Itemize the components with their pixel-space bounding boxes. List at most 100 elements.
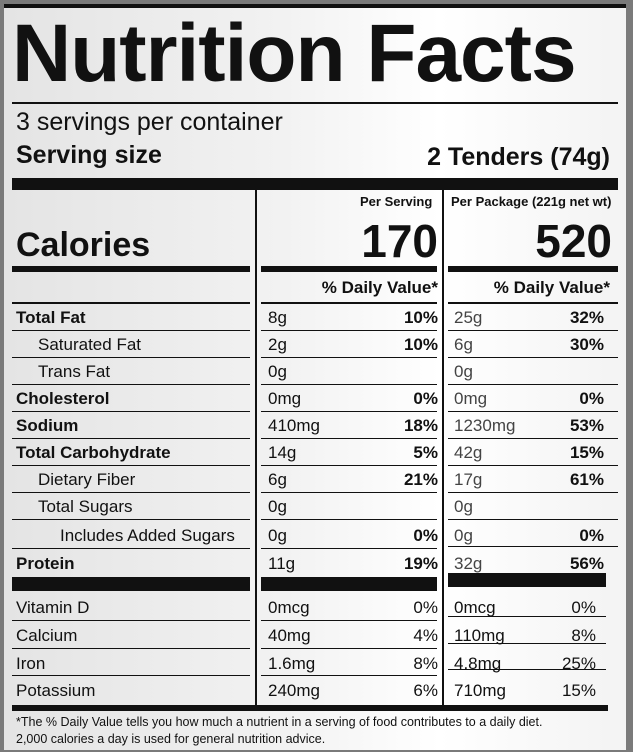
row-divider xyxy=(12,465,250,466)
package-dv: 61% xyxy=(569,470,604,489)
row-divider xyxy=(448,465,618,466)
column-divider-left xyxy=(255,190,257,710)
package-dv: 0% xyxy=(571,598,596,617)
nutrient-name: Total Carbohydrate xyxy=(16,443,171,462)
row-divider xyxy=(12,519,250,520)
row-divider xyxy=(261,519,437,520)
nutrient-name: Cholesterol xyxy=(16,389,110,408)
servings-per-container: 3 servings per container xyxy=(16,108,283,136)
nutrient-name: Includes Added Sugars xyxy=(60,526,235,545)
serving-dv: 21% xyxy=(403,470,438,489)
footnote-line-1: *The % Daily Value tells you how much a … xyxy=(16,715,543,729)
vitamin-row: Vitamin D 0mcg 0% 0mcg 0% xyxy=(4,594,626,621)
package-dv: 0% xyxy=(579,526,604,545)
row-divider xyxy=(448,411,618,412)
serving-dv: 5% xyxy=(413,443,438,462)
package-amount: 32g xyxy=(454,554,483,573)
serving-amount: 0mg xyxy=(268,389,302,408)
serving-dv: 0% xyxy=(413,526,438,545)
package-amount: 1230mg xyxy=(454,416,516,435)
serving-amount: 2g xyxy=(268,335,287,354)
row-divider xyxy=(448,330,618,331)
package-amount: 0g xyxy=(454,526,473,545)
row-divider xyxy=(261,548,437,549)
serving-size-label: Serving size xyxy=(16,141,162,169)
nutrient-row: Includes Added Sugars 0g 0% 0g 0% xyxy=(4,522,626,549)
serving-amount: 410mg xyxy=(268,416,320,435)
serving-size-value: 2 Tenders (74g) xyxy=(427,143,610,171)
vitamin-row: Calcium 40mg 4% 110mg 8% xyxy=(4,622,626,649)
serving-amount: 240mg xyxy=(268,681,320,700)
calories-divider-3 xyxy=(448,266,618,272)
package-dv: 15% xyxy=(561,681,596,700)
nutrient-row: Total Fat 8g 10% 25g 32% xyxy=(4,304,626,331)
nutrient-row: Total Sugars 0g 0g xyxy=(4,493,626,520)
calories-divider-2 xyxy=(261,266,437,272)
thick-divider-top xyxy=(12,178,618,190)
serving-amount: 0g xyxy=(268,526,287,545)
row-divider xyxy=(448,616,606,617)
serving-amount: 40mg xyxy=(268,626,311,645)
column-divider-right xyxy=(442,190,444,710)
thick-divider-vitamins-3 xyxy=(448,573,606,587)
row-divider xyxy=(448,357,618,358)
label-title: Nutrition Facts xyxy=(12,8,577,99)
package-amount: 0mg xyxy=(454,389,488,408)
per-serving-header: Per Serving xyxy=(360,194,433,209)
calories-label: Calories xyxy=(16,226,151,264)
nutrient-row: Cholesterol 0mg 0% 0mg 0% xyxy=(4,385,626,412)
serving-dv: 19% xyxy=(403,554,438,573)
footnote-line-2: 2,000 calories a day is used for general… xyxy=(16,732,326,746)
package-dv: 56% xyxy=(569,554,604,573)
nutrient-row: Dietary Fiber 6g 21% 17g 61% xyxy=(4,466,626,493)
row-divider xyxy=(12,330,250,331)
row-divider xyxy=(12,620,250,621)
calories-per-serving: 170 xyxy=(361,215,438,267)
serving-dv: 10% xyxy=(403,308,438,327)
package-dv: 0% xyxy=(579,389,604,408)
nutrient-name: Total Sugars xyxy=(38,497,133,516)
package-amount: 0g xyxy=(454,497,473,516)
row-divider xyxy=(448,669,606,670)
row-divider xyxy=(448,384,618,385)
row-divider xyxy=(261,648,437,649)
serving-amount: 6g xyxy=(268,470,287,489)
row-divider xyxy=(261,330,437,331)
nutrient-name: Trans Fat xyxy=(38,362,111,381)
package-amount: 110mg xyxy=(454,626,505,645)
footnote: *The % Daily Value tells you how much a … xyxy=(16,714,616,748)
dv-header-serving: % Daily Value* xyxy=(321,278,438,297)
nutrient-name: Saturated Fat xyxy=(38,335,142,354)
bottom-divider xyxy=(12,705,608,711)
serving-amount: 1.6mg xyxy=(268,654,316,673)
serving-dv: 10% xyxy=(403,335,438,354)
package-dv: 53% xyxy=(569,416,604,435)
row-divider xyxy=(448,643,606,644)
nutrient-row: Protein 11g 19% 32g 56% xyxy=(4,550,626,577)
row-divider xyxy=(12,411,250,412)
serving-dv: 6% xyxy=(413,681,438,700)
package-amount: 17g xyxy=(454,470,483,489)
row-divider xyxy=(261,438,437,439)
serving-amount: 0mcg xyxy=(268,598,310,617)
nutrient-name: Protein xyxy=(16,554,75,573)
row-divider xyxy=(448,546,618,547)
vitamin-name: Vitamin D xyxy=(16,598,90,617)
row-divider xyxy=(12,648,250,649)
row-divider xyxy=(261,675,437,676)
serving-dv: 0% xyxy=(413,389,438,408)
thick-divider-vitamins-2 xyxy=(261,577,437,591)
package-amount: 42g xyxy=(454,443,483,462)
nutrient-row: Saturated Fat 2g 10% 6g 30% xyxy=(4,331,626,358)
row-divider xyxy=(261,357,437,358)
dv-divider-1 xyxy=(12,302,250,304)
package-dv: 30% xyxy=(569,335,604,354)
calories-divider-1 xyxy=(12,266,250,272)
package-amount: 0mcg xyxy=(454,598,496,617)
serving-dv: 8% xyxy=(413,654,438,673)
package-amount: 6g xyxy=(454,335,473,354)
nutrient-row: Sodium 410mg 18% 1230mg 53% xyxy=(4,412,626,439)
serving-dv: 0% xyxy=(413,598,438,617)
serving-dv: 4% xyxy=(413,626,438,645)
package-amount: 25g xyxy=(454,308,483,327)
